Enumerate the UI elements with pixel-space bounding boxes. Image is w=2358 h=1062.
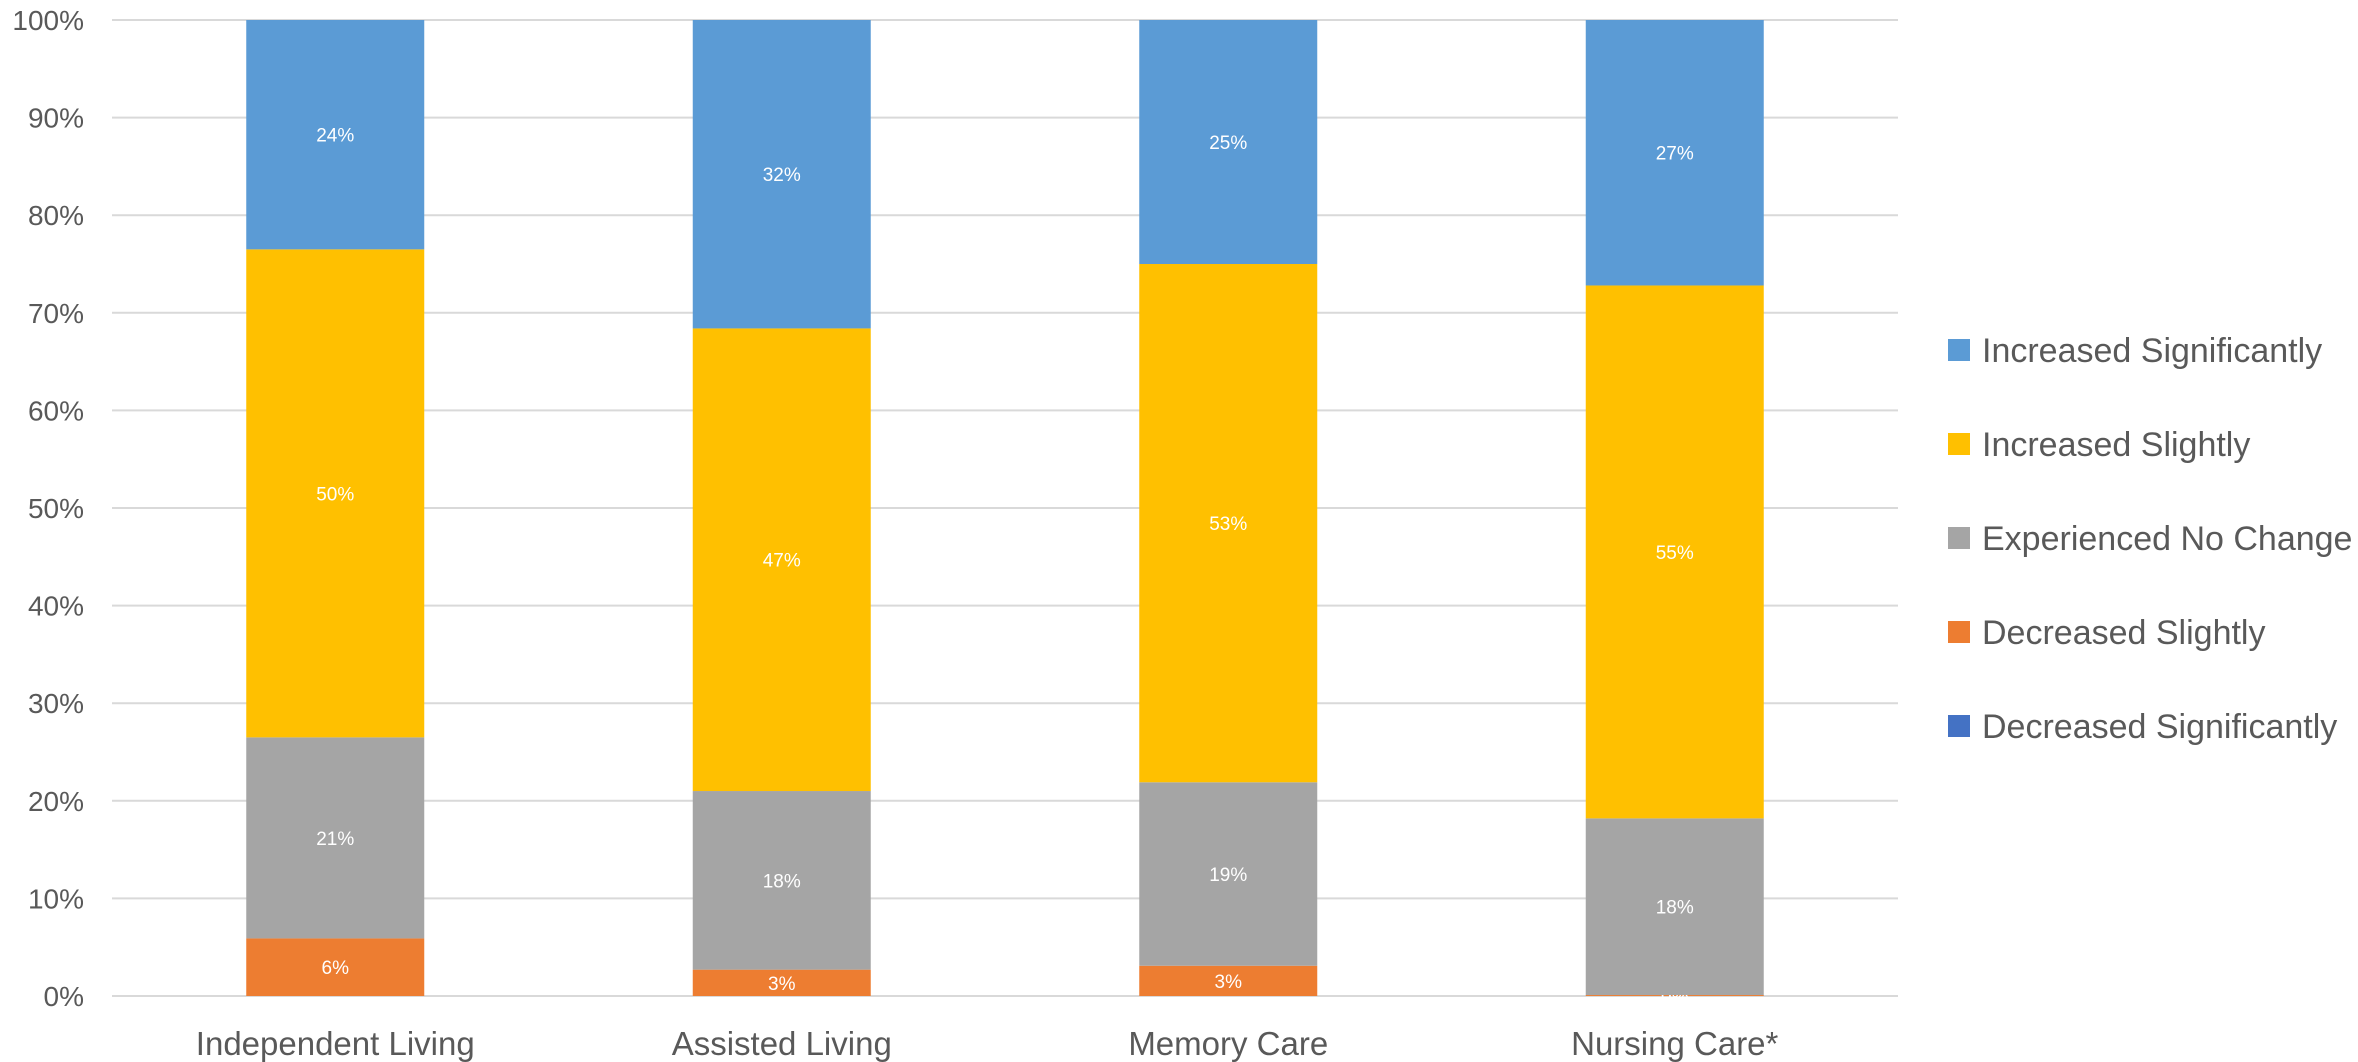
data-label: 18% <box>763 871 801 892</box>
data-label: 3% <box>1215 972 1243 993</box>
legend-swatch <box>1948 621 1970 643</box>
bar-segment-decreased-slightly <box>246 938 425 996</box>
bar-segment-experienced-no-change <box>1139 782 1318 966</box>
data-label: 18% <box>1656 898 1694 919</box>
bar-segment-increased-significantly <box>1139 20 1318 264</box>
x-category-label: Memory Care <box>1128 1025 1328 1062</box>
y-tick-label: 90% <box>28 103 84 134</box>
bar-segment-experienced-no-change <box>692 791 871 970</box>
legend-label: Experienced No Change <box>1982 520 2352 558</box>
bar-segment-increased-slightly <box>1139 264 1318 783</box>
bar-segment-increased-slightly <box>246 249 425 738</box>
data-label: 19% <box>1209 865 1247 886</box>
y-tick-label: 0% <box>44 981 84 1012</box>
y-tick-label: 60% <box>28 395 84 426</box>
bar-segment-decreased-slightly <box>1585 995 1764 996</box>
bar-segment-experienced-no-change <box>1585 818 1764 996</box>
y-tick-label: 100% <box>12 5 84 36</box>
legend-swatch <box>1948 715 1970 737</box>
bar-segment-increased-slightly <box>692 328 871 792</box>
legend-label: Decreased Slightly <box>1982 614 2265 652</box>
y-axis: 0% 10% 20% 30% 40% 50% 60% 70% 80% 90% 100% <box>12 5 84 1012</box>
legend-swatch <box>1948 339 1970 361</box>
y-tick-label: 80% <box>28 200 84 231</box>
data-label: 6% <box>322 958 350 979</box>
bar-segment-increased-significantly <box>692 20 871 329</box>
legend-swatch <box>1948 433 1970 455</box>
x-category-label: Nursing Care* <box>1571 1025 1778 1062</box>
legend-label: Decreased Significantly <box>1982 708 2337 746</box>
y-tick-label: 30% <box>28 688 84 719</box>
bar-segment-decreased-slightly <box>692 969 871 996</box>
bar-segment-increased-slightly <box>1585 285 1764 819</box>
legend-swatch <box>1948 527 1970 549</box>
data-label: 25% <box>1209 133 1247 154</box>
y-tick-label: 40% <box>28 591 84 622</box>
data-label: 27% <box>1656 144 1694 165</box>
data-label: 32% <box>763 165 801 186</box>
bar-segment-experienced-no-change <box>246 737 425 939</box>
y-tick-label: 70% <box>28 298 84 329</box>
data-label: 24% <box>316 126 354 147</box>
bar-segment-increased-significantly <box>246 20 425 250</box>
y-tick-label: 20% <box>28 786 84 817</box>
data-label: 47% <box>763 551 801 572</box>
data-label: 50% <box>316 484 354 505</box>
y-tick-label: 50% <box>28 493 84 524</box>
x-category-label: Independent Living <box>196 1025 475 1062</box>
bar-segment-increased-significantly <box>1585 20 1764 286</box>
bar-segment-decreased-slightly <box>1139 965 1318 996</box>
x-category-label: Assisted Living <box>672 1025 892 1062</box>
x-axis: Independent Living Assisted Living Memory … <box>196 1025 1779 1062</box>
legend: Increased Significantly Increased Slightl… <box>1948 332 2352 746</box>
legend-label: Increased Significantly <box>1982 332 2322 370</box>
data-label: 3% <box>768 974 796 995</box>
y-tick-label: 10% <box>28 883 84 914</box>
legend-label: Increased Slightly <box>1982 426 2250 464</box>
data-label: 55% <box>1656 543 1694 564</box>
data-label: 53% <box>1209 514 1247 535</box>
data-label: 21% <box>316 829 354 850</box>
bars: 6%21%50%24%3%18%47%32%3%19%53%25%0%18%55… <box>246 20 1764 1008</box>
